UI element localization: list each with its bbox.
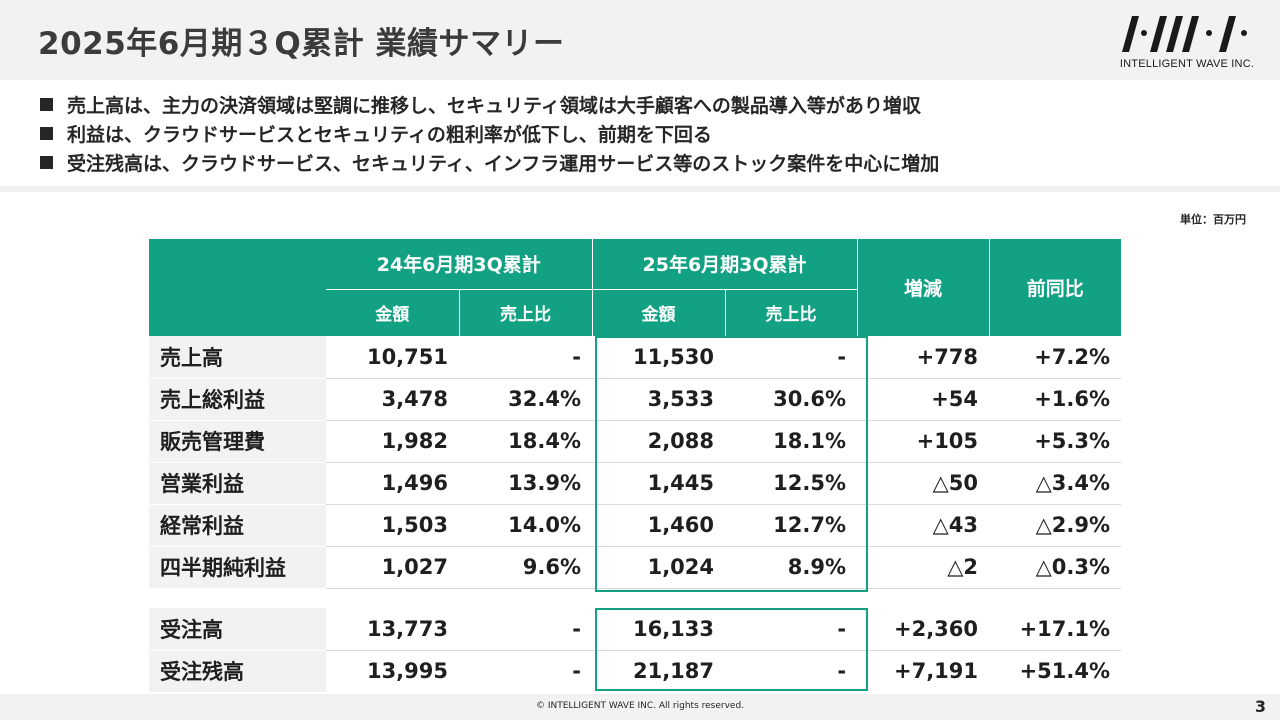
prev-ratio: 18.4%	[459, 420, 593, 463]
curr-ratio: 18.1%	[725, 420, 858, 463]
curr-amount: 21,187	[632, 659, 715, 684]
bullet-square-icon	[40, 98, 53, 111]
prev-ratio: 9.6%	[459, 546, 593, 589]
subheader-curr-ratio: 売上比	[724, 288, 858, 336]
curr-amount: 1,445	[592, 462, 726, 505]
yoy-value: △0.3%	[989, 546, 1122, 589]
yoy-value: +1.6%	[989, 378, 1122, 421]
change-value: △50	[857, 462, 990, 505]
header-period-prev: 24年6月期3Q累計	[326, 239, 593, 289]
bullet-square-icon	[40, 127, 53, 140]
yoy-value: △2.9%	[989, 504, 1122, 547]
slide-footer: © INTELLIGENT WAVE INC. All rights reser…	[0, 694, 1280, 720]
logo-mark-icon	[1122, 16, 1247, 52]
curr-ratio: 30.6%	[725, 378, 858, 421]
row-label: 経常利益	[149, 504, 326, 547]
bullet-text: 受注残高は、クラウドサービス、セキュリティ、インフラ運用サービス等のストック案件…	[67, 153, 940, 175]
curr-amount: 1,460	[592, 504, 726, 547]
prev-ratio: 14.0%	[459, 504, 593, 547]
header-change: 増減	[856, 239, 990, 336]
prev-ratio: -	[572, 659, 582, 684]
bullet-text: 売上高は、主力の決済領域は堅調に推移し、セキュリティ領域は大手顧客への製品導入等…	[67, 95, 921, 117]
curr-amount: 16,133	[592, 608, 726, 651]
curr-amount: 3,533	[592, 378, 726, 421]
curr-ratio: 12.7%	[725, 504, 858, 547]
bullet-square-icon	[40, 156, 53, 169]
table-row: 四半期純利益 1,027 9.6% 1,024 8.9% △2 △0.3%	[149, 546, 1122, 589]
prev-amount: 1,496	[326, 462, 459, 505]
change-value: +7,191	[894, 659, 979, 684]
change-value: +105	[857, 420, 990, 463]
header-yoy: 前同比	[988, 239, 1122, 336]
row-label: 売上総利益	[149, 378, 326, 421]
table-row: 経常利益 1,503 14.0% 1,460 12.7% △43 △2.9%	[149, 504, 1122, 547]
table-row: 売上高 10,751 - 11,530 - +778 +7.2%	[149, 336, 1122, 379]
prev-amount: 1,503	[326, 504, 459, 547]
prev-amount: 1,982	[326, 420, 459, 463]
section-divider	[0, 186, 1280, 192]
company-logo: INTELLIGENT WAVE INC.	[1112, 10, 1262, 74]
curr-amount: 11,530	[592, 336, 726, 379]
curr-ratio: -	[725, 336, 858, 379]
curr-ratio: 8.9%	[725, 546, 858, 589]
curr-ratio: 12.5%	[725, 462, 858, 505]
prev-amount: 13,995	[366, 659, 448, 684]
change-value: +778	[857, 336, 990, 379]
row-label: 売上高	[149, 336, 326, 379]
bullet-item: 利益は、クラウドサービスとセキュリティの粗利率が低下し、前期を下回る	[40, 119, 939, 148]
page-number: 3	[1254, 697, 1266, 716]
prev-amount: 10,751	[326, 336, 459, 379]
results-table: 24年6月期3Q累計 25年6月期3Q累計 増減 前同比 金額 売上比 金額 売…	[149, 239, 1122, 692]
change-value: △2	[857, 546, 990, 589]
row-label: 四半期純利益	[149, 546, 326, 589]
table-row: 受注残高 13,995 - 21,187 - +7,191 +51.4%	[149, 650, 1121, 692]
yoy-value: △3.4%	[989, 462, 1122, 505]
change-value: +54	[857, 378, 990, 421]
row-label: 受注高	[149, 608, 326, 651]
header-blank	[149, 239, 326, 336]
prev-ratio: -	[459, 608, 593, 651]
curr-ratio: -	[725, 608, 858, 651]
logo-text: INTELLIGENT WAVE INC.	[1119, 58, 1255, 70]
slide-header: 2025年6月期３Q累計 業績サマリー INTELLIGENT WAVE INC…	[0, 0, 1280, 80]
curr-amount: 2,088	[592, 420, 726, 463]
copyright-text: © INTELLIGENT WAVE INC. All rights reser…	[535, 701, 745, 711]
yoy-value: +17.1%	[989, 608, 1122, 651]
prev-amount: 3,478	[326, 378, 459, 421]
summary-bullets: 売上高は、主力の決済領域は堅調に推移し、セキュリティ領域は大手顧客への製品導入等…	[40, 90, 939, 177]
table-row: 営業利益 1,496 13.9% 1,445 12.5% △50 △3.4%	[149, 462, 1122, 505]
subheader-prev-ratio: 売上比	[458, 288, 593, 336]
page-title: 2025年6月期３Q累計 業績サマリー	[38, 26, 565, 62]
yoy-value: +51.4%	[1019, 659, 1111, 684]
change-value: △43	[857, 504, 990, 547]
row-label: 販売管理費	[149, 420, 326, 463]
curr-amount: 1,024	[592, 546, 726, 589]
row-label: 営業利益	[149, 462, 326, 505]
bullet-item: 受注残高は、クラウドサービス、セキュリティ、インフラ運用サービス等のストック案件…	[40, 148, 939, 177]
table-spacer	[149, 588, 1122, 608]
unit-label: 単位：百万円	[1180, 213, 1246, 226]
yoy-value: +7.2%	[989, 336, 1122, 379]
change-value: +2,360	[857, 608, 990, 651]
prev-amount: 13,773	[326, 608, 459, 651]
prev-amount: 1,027	[326, 546, 459, 589]
subheader-curr-amount: 金額	[591, 288, 726, 336]
row-label: 受注残高	[149, 650, 326, 692]
prev-ratio: -	[459, 336, 593, 379]
table-row: 売上総利益 3,478 32.4% 3,533 30.6% +54 +1.6%	[149, 378, 1122, 421]
header-period-curr: 25年6月期3Q累計	[591, 239, 858, 289]
table-row: 受注高 13,773 - 16,133 - +2,360 +17.1%	[149, 608, 1122, 651]
subheader-prev-amount: 金額	[326, 288, 459, 336]
table-row: 販売管理費 1,982 18.4% 2,088 18.1% +105 +5.3%	[149, 420, 1122, 463]
bullet-text: 利益は、クラウドサービスとセキュリティの粗利率が低下し、前期を下回る	[67, 124, 712, 146]
prev-ratio: 13.9%	[459, 462, 593, 505]
yoy-value: +5.3%	[989, 420, 1122, 463]
curr-ratio: -	[837, 659, 847, 684]
bullet-item: 売上高は、主力の決済領域は堅調に推移し、セキュリティ領域は大手顧客への製品導入等…	[40, 90, 939, 119]
prev-ratio: 32.4%	[459, 378, 593, 421]
